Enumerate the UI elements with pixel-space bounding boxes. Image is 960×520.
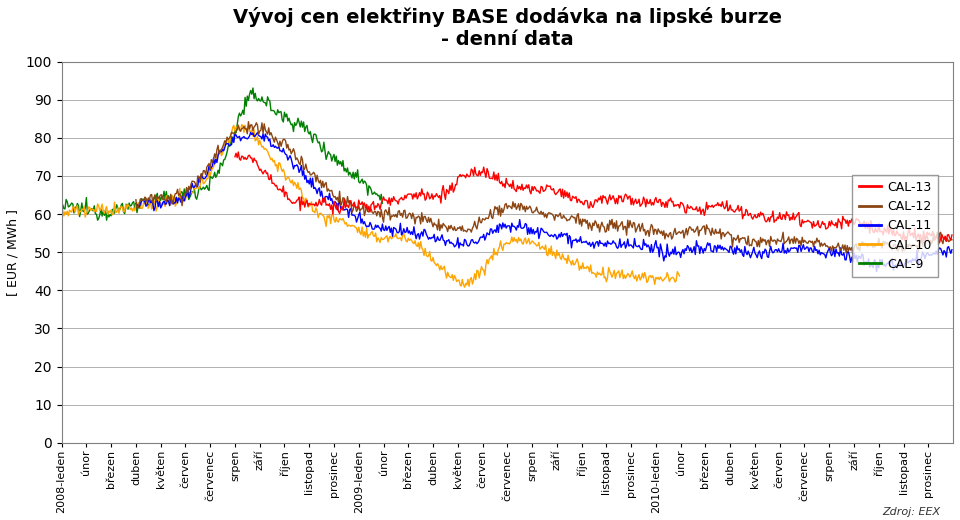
CAL-9 xyxy=(56,204,67,210)
CAL-12 xyxy=(435,222,446,228)
CAL-11 xyxy=(218,148,229,154)
CAL-9 xyxy=(96,213,108,219)
CAL-9 xyxy=(101,217,112,224)
Title: Vývoj cen elektřiny BASE dodávka na lipské burze
- denní data: Vývoj cen elektřiny BASE dodávka na lips… xyxy=(233,7,781,49)
CAL-10 xyxy=(486,253,497,259)
CAL-13 xyxy=(934,240,946,246)
CAL-11 xyxy=(603,240,614,246)
CAL-12 xyxy=(947,237,958,243)
CAL-12 xyxy=(131,197,142,203)
CAL-11 xyxy=(542,231,554,237)
CAL-10 xyxy=(101,203,112,210)
CAL-12 xyxy=(218,141,229,147)
CAL-10 xyxy=(674,273,685,279)
CAL-13 xyxy=(232,149,244,155)
Line: CAL-10: CAL-10 xyxy=(61,125,680,287)
CAL-13 xyxy=(377,194,389,200)
CAL-11 xyxy=(245,129,256,136)
Y-axis label: [ EUR / MWh ]: [ EUR / MWh ] xyxy=(7,209,20,295)
CAL-11 xyxy=(131,200,142,206)
CAL-11 xyxy=(435,235,446,241)
CAL-9 xyxy=(296,118,307,124)
CAL-11 xyxy=(590,239,602,245)
CAL-13 xyxy=(640,204,652,210)
CAL-13 xyxy=(328,198,340,204)
CAL-13 xyxy=(777,216,788,223)
CAL-10 xyxy=(603,265,614,271)
CAL-11 xyxy=(864,264,876,270)
Line: CAL-11: CAL-11 xyxy=(136,133,952,271)
CAL-13 xyxy=(947,232,958,238)
CAL-9 xyxy=(99,212,110,218)
CAL-9 xyxy=(376,200,388,206)
CAL-13 xyxy=(229,154,241,160)
Line: CAL-9: CAL-9 xyxy=(61,88,382,220)
Line: CAL-13: CAL-13 xyxy=(235,152,952,243)
CAL-9 xyxy=(247,85,258,91)
CAL-12 xyxy=(590,219,602,226)
CAL-12 xyxy=(865,243,876,249)
CAL-10 xyxy=(338,218,349,225)
CAL-10 xyxy=(602,275,613,281)
CAL-9 xyxy=(342,165,353,171)
CAL-10 xyxy=(459,284,470,290)
Line: CAL-12: CAL-12 xyxy=(136,122,952,254)
CAL-9 xyxy=(240,103,252,109)
CAL-12 xyxy=(243,119,254,125)
CAL-11 xyxy=(871,268,882,275)
CAL-10 xyxy=(56,219,67,225)
CAL-10 xyxy=(236,122,248,128)
CAL-13 xyxy=(499,185,511,191)
CAL-10 xyxy=(295,185,306,191)
CAL-11 xyxy=(947,246,958,253)
CAL-13 xyxy=(669,202,681,208)
CAL-12 xyxy=(542,211,554,217)
CAL-12 xyxy=(603,227,614,233)
CAL-12 xyxy=(847,251,858,257)
CAL-9 xyxy=(103,214,114,220)
Text: Zdroj: EEX: Zdroj: EEX xyxy=(882,507,941,517)
Legend: CAL-13, CAL-12, CAL-11, CAL-10, CAL-9: CAL-13, CAL-12, CAL-11, CAL-10, CAL-9 xyxy=(852,175,938,277)
